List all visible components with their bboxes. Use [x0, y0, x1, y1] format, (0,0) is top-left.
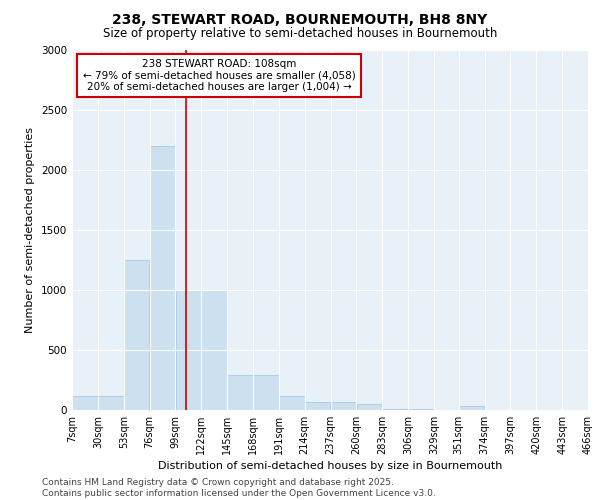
Bar — [72, 396, 98, 410]
Bar — [459, 406, 484, 410]
Text: Contains HM Land Registry data © Crown copyright and database right 2025.
Contai: Contains HM Land Registry data © Crown c… — [42, 478, 436, 498]
Bar — [305, 402, 331, 410]
X-axis label: Distribution of semi-detached houses by size in Bournemouth: Distribution of semi-detached houses by … — [158, 461, 502, 471]
Text: 238 STEWART ROAD: 108sqm
← 79% of semi-detached houses are smaller (4,058)
20% o: 238 STEWART ROAD: 108sqm ← 79% of semi-d… — [83, 59, 355, 92]
Text: 238, STEWART ROAD, BOURNEMOUTH, BH8 8NY: 238, STEWART ROAD, BOURNEMOUTH, BH8 8NY — [112, 12, 488, 26]
Y-axis label: Number of semi-detached properties: Number of semi-detached properties — [25, 127, 35, 333]
Bar — [331, 402, 356, 410]
Bar — [124, 260, 149, 410]
Bar — [150, 146, 175, 410]
Text: Size of property relative to semi-detached houses in Bournemouth: Size of property relative to semi-detach… — [103, 28, 497, 40]
Bar — [227, 375, 253, 410]
Bar — [98, 396, 124, 410]
Bar — [356, 404, 382, 410]
Bar — [176, 290, 201, 410]
Bar — [279, 396, 305, 410]
Bar — [202, 290, 227, 410]
Bar — [253, 375, 278, 410]
